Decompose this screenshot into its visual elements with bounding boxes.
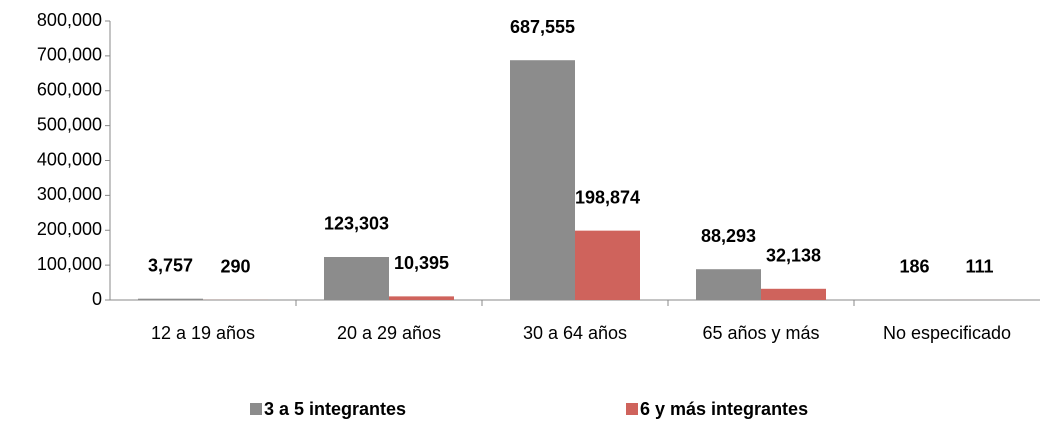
value-label: 10,395 (394, 253, 449, 273)
legend-swatch (626, 403, 638, 415)
y-tick-label: 500,000 (37, 114, 102, 134)
y-tick-label: 700,000 (37, 45, 102, 65)
bar (575, 230, 640, 300)
y-tick-label: 600,000 (37, 80, 102, 100)
bar (138, 298, 203, 300)
x-tick-label: 20 a 29 años (337, 323, 441, 343)
bar (761, 288, 826, 300)
bar (324, 256, 389, 300)
y-tick-label: 200,000 (37, 219, 102, 239)
y-tick-label: 300,000 (37, 184, 102, 204)
y-tick-label: 800,000 (37, 10, 102, 30)
y-tick-label: 100,000 (37, 254, 102, 274)
bar (510, 60, 575, 300)
legend-label: 6 y más integrantes (640, 399, 808, 419)
y-tick-label: 0 (92, 289, 102, 309)
x-tick-label: 12 a 19 años (151, 323, 255, 343)
value-label: 290 (220, 257, 250, 277)
x-tick-label: No especificado (883, 323, 1011, 343)
bar (389, 296, 454, 300)
x-tick-label: 65 años y más (702, 323, 819, 343)
value-label: 186 (899, 257, 929, 277)
value-label: 687,555 (510, 17, 575, 37)
legend-label: 3 a 5 integrantes (264, 399, 406, 419)
value-label: 32,138 (766, 246, 821, 266)
x-tick-label: 30 a 64 años (523, 323, 627, 343)
value-label: 88,293 (701, 226, 756, 246)
value-label: 123,303 (324, 214, 389, 234)
value-label: 198,874 (575, 187, 640, 207)
legend-swatch (250, 403, 262, 415)
y-tick-label: 400,000 (37, 149, 102, 169)
value-label: 3,757 (148, 255, 193, 275)
bar (696, 269, 761, 300)
value-label: 111 (965, 257, 993, 277)
